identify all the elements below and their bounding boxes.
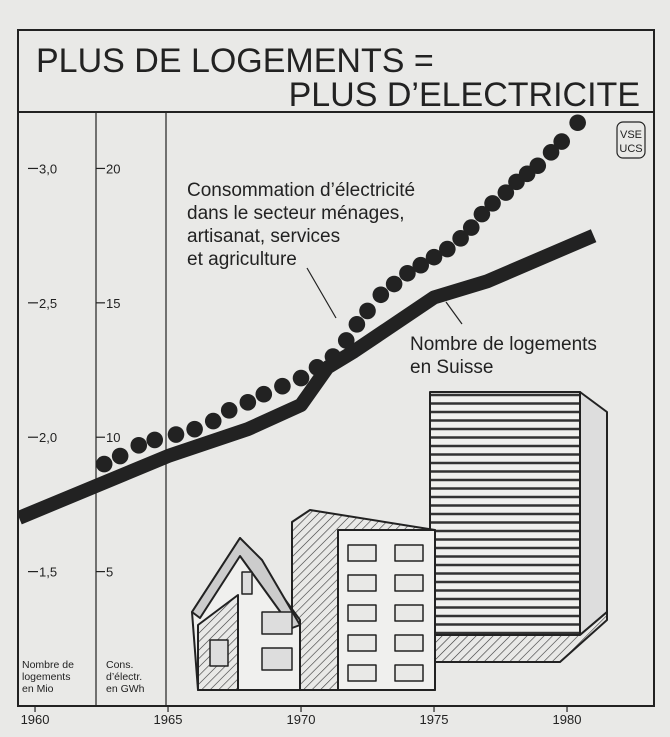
data-dot [130, 437, 147, 454]
y-tick-label: 2,0 [39, 430, 57, 445]
leader-line [307, 268, 336, 318]
annotation: artisanat, services [187, 226, 340, 247]
y-axis-label: logements [22, 671, 70, 683]
data-dot [484, 195, 501, 212]
data-dot [274, 378, 291, 395]
data-dot [112, 448, 129, 465]
data-dot [359, 303, 376, 320]
y2-tick-label: 5 [106, 565, 113, 580]
annotation: Consommation d’électricité [187, 180, 415, 201]
leader-line [446, 302, 462, 324]
y2-axis-label: d’électr. [106, 671, 142, 683]
illustration [192, 392, 607, 690]
x-tick-label: 1960 [21, 712, 50, 727]
y2-tick-label: 20 [106, 161, 120, 176]
data-dot [240, 394, 257, 411]
data-dot [338, 332, 355, 349]
x-tick-label: 1965 [154, 712, 183, 727]
annotation: et agriculture [187, 249, 297, 270]
data-dot [96, 456, 113, 473]
y-tick-label: 2,5 [39, 296, 57, 311]
data-dot [309, 359, 326, 376]
data-dot [569, 114, 586, 131]
data-dot [386, 276, 403, 293]
page: PLUS DE LOGEMENTS = PLUS D’ELECTRICITE V… [0, 0, 670, 737]
data-dot [553, 133, 570, 150]
data-dot [439, 241, 456, 258]
annotation: dans le secteur ménages, [187, 203, 405, 224]
logo: VSE [620, 129, 642, 141]
y2-axis-label: Cons. [106, 659, 133, 671]
data-dot [146, 432, 163, 449]
y-axis-label: Nombre de [22, 659, 74, 671]
title-line: PLUS D’ELECTRICITE [289, 76, 640, 114]
title-line: PLUS DE LOGEMENTS = [36, 42, 434, 80]
data-dot [463, 219, 480, 236]
x-tick-label: 1980 [553, 712, 582, 727]
chart: PLUS DE LOGEMENTS = PLUS D’ELECTRICITE V… [0, 0, 670, 737]
data-dot [168, 426, 185, 443]
y-axis-label: en Mio [22, 683, 54, 695]
data-dot [221, 402, 238, 419]
data-dot [325, 348, 342, 365]
data-dot [186, 421, 203, 438]
y-tick-label: 3,0 [39, 161, 57, 176]
y-tick-label: 1,5 [39, 565, 57, 580]
data-dot [255, 386, 272, 403]
logo: UCS [619, 143, 642, 155]
x-tick-label: 1975 [420, 712, 449, 727]
data-dot [349, 316, 366, 333]
data-dot [529, 157, 546, 174]
data-dot [205, 413, 222, 430]
data-dot [373, 286, 390, 303]
y2-tick-label: 10 [106, 430, 120, 445]
annotation: en Suisse [410, 357, 493, 378]
annotation: Nombre de logements [410, 334, 597, 355]
x-tick-label: 1970 [287, 712, 316, 727]
y2-tick-label: 15 [106, 296, 120, 311]
y2-axis-label: en GWh [106, 683, 145, 695]
data-dot [293, 370, 310, 387]
